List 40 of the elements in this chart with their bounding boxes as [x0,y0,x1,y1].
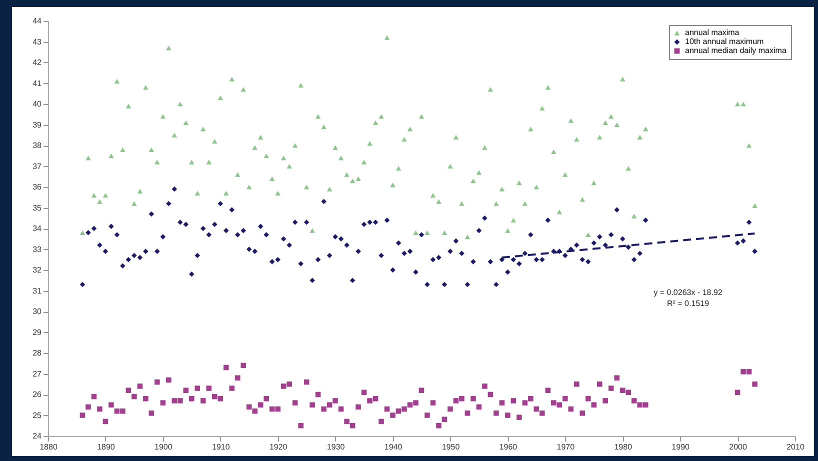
x-tick-label: 1880 [40,442,58,452]
y-tick-label: 42 [32,58,42,67]
x-tick-label: 1980 [614,442,633,452]
y-tick-label: 43 [32,37,42,46]
y-tick-label: 26 [32,390,42,399]
y-tick-label: 40 [32,100,42,108]
x-tick-label: 1960 [499,442,518,452]
x-tick-label: 1890 [97,442,116,452]
y-tick-label: 25 [32,410,42,420]
y-tick-label: 33 [32,244,42,254]
x-tick-label: 1940 [384,442,403,452]
y-tick-label: 38 [32,141,42,150]
annotation: y = 0.0263x - 18.92 [654,288,723,297]
annotation: R² = 0.1519 [666,299,710,308]
y-tick-label: 31 [32,286,42,296]
x-tick-label: 1930 [326,442,346,452]
y-tick-label: 39 [32,120,42,130]
x-tick-label: 1990 [672,442,690,452]
legend-label: annual maxima [685,28,740,37]
y-tick-label: 24 [32,432,42,440]
y-tick-label: 27 [32,369,42,378]
y-tick-label: 30 [32,307,42,316]
x-tick-label: 1910 [212,442,230,452]
legend-label: annual median daily maxima [685,46,787,55]
y-tick-label: 28 [32,348,42,358]
x-tick-label: 1920 [269,442,288,452]
x-tick-label: 1950 [442,442,460,452]
y-tick-label: 35 [32,203,42,212]
legend-label: 10th annual maximum [685,37,764,46]
x-tick-label: 2010 [786,442,805,452]
y-tick-label: 32 [32,266,42,274]
y-tick-label: 34 [32,224,42,233]
y-tick-label: 41 [32,78,42,88]
x-tick-label: 2000 [729,442,748,452]
y-tick-label: 44 [32,16,42,26]
y-tick-label: 37 [32,162,42,171]
y-tick-label: 36 [32,182,42,192]
y-tick-label: 29 [32,328,42,337]
x-tick-label: 1900 [154,442,173,452]
x-tick-label: 1970 [556,442,576,452]
